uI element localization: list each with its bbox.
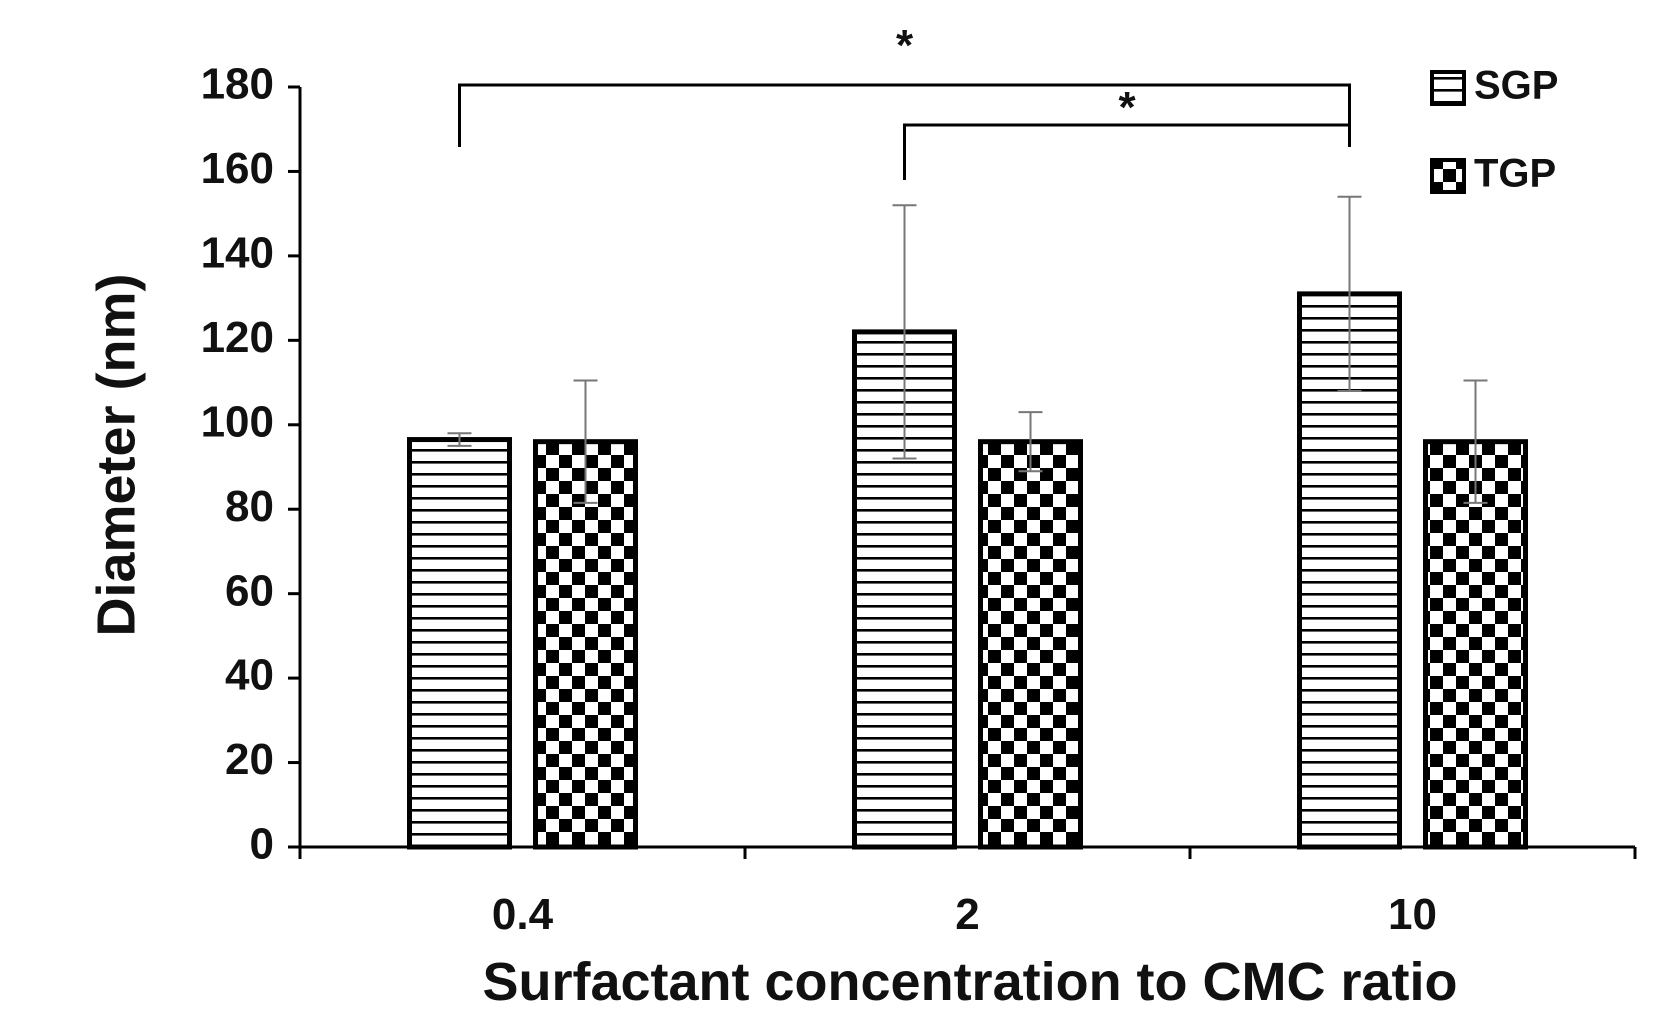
y-axis-ticks (288, 85, 300, 849)
bar-tgp-2 (978, 439, 1083, 850)
y-tick-label: 140 (201, 229, 274, 278)
y-axis-tick-labels: 0 20 40 60 80 100 120 140 160 180 (201, 60, 274, 869)
legend-item-tgp: TGP (1430, 152, 1556, 196)
x-axis-tick-labels: 0.4 2 10 (492, 890, 1437, 939)
significance-bracket: * (458, 21, 1351, 147)
error-bar-sgp-0_4 (447, 432, 472, 447)
error-bar-sgp-2 (892, 204, 917, 460)
bars (407, 291, 1528, 850)
y-tick-label: 20 (225, 735, 274, 784)
x-tick-label: 0.4 (492, 890, 554, 939)
significance-brackets: ** (458, 21, 1351, 180)
significance-bracket: * (903, 83, 1351, 180)
legend-swatch (1430, 158, 1466, 194)
y-axis-title: Diameter (nm) (86, 273, 146, 636)
y-tick-label: 100 (201, 397, 274, 446)
x-tick-label: 2 (955, 890, 979, 939)
legend-item-sgp: SGP (1430, 64, 1558, 108)
legend-swatch (1430, 70, 1466, 106)
y-tick-label: 80 (225, 482, 274, 531)
significance-star: * (1118, 83, 1136, 132)
y-tick-label: 60 (225, 566, 274, 615)
error-bar-tgp-2 (1018, 411, 1043, 473)
legend: SGP TGP (1430, 64, 1558, 196)
x-axis-ticks (298, 847, 1637, 859)
y-tick-label: 120 (201, 313, 274, 362)
x-tick-label: 10 (1388, 890, 1437, 939)
error-bars (447, 195, 1488, 504)
y-tick-label: 160 (201, 144, 274, 193)
significance-star: * (896, 21, 914, 70)
bar-sgp-0_4 (407, 437, 512, 850)
error-bar-tgp-10 (1463, 379, 1488, 504)
legend-label: SGP (1474, 64, 1558, 108)
y-tick-label: 0 (250, 820, 274, 869)
error-bar-tgp-0_4 (573, 379, 598, 504)
legend-label: TGP (1474, 152, 1556, 196)
y-tick-label: 180 (201, 60, 274, 109)
y-tick-label: 40 (225, 651, 274, 700)
error-bar-sgp-10 (1337, 195, 1362, 392)
x-axis-title: Surfactant concentration to CMC ratio (482, 952, 1457, 1012)
bar-tgp-10 (1423, 439, 1528, 850)
